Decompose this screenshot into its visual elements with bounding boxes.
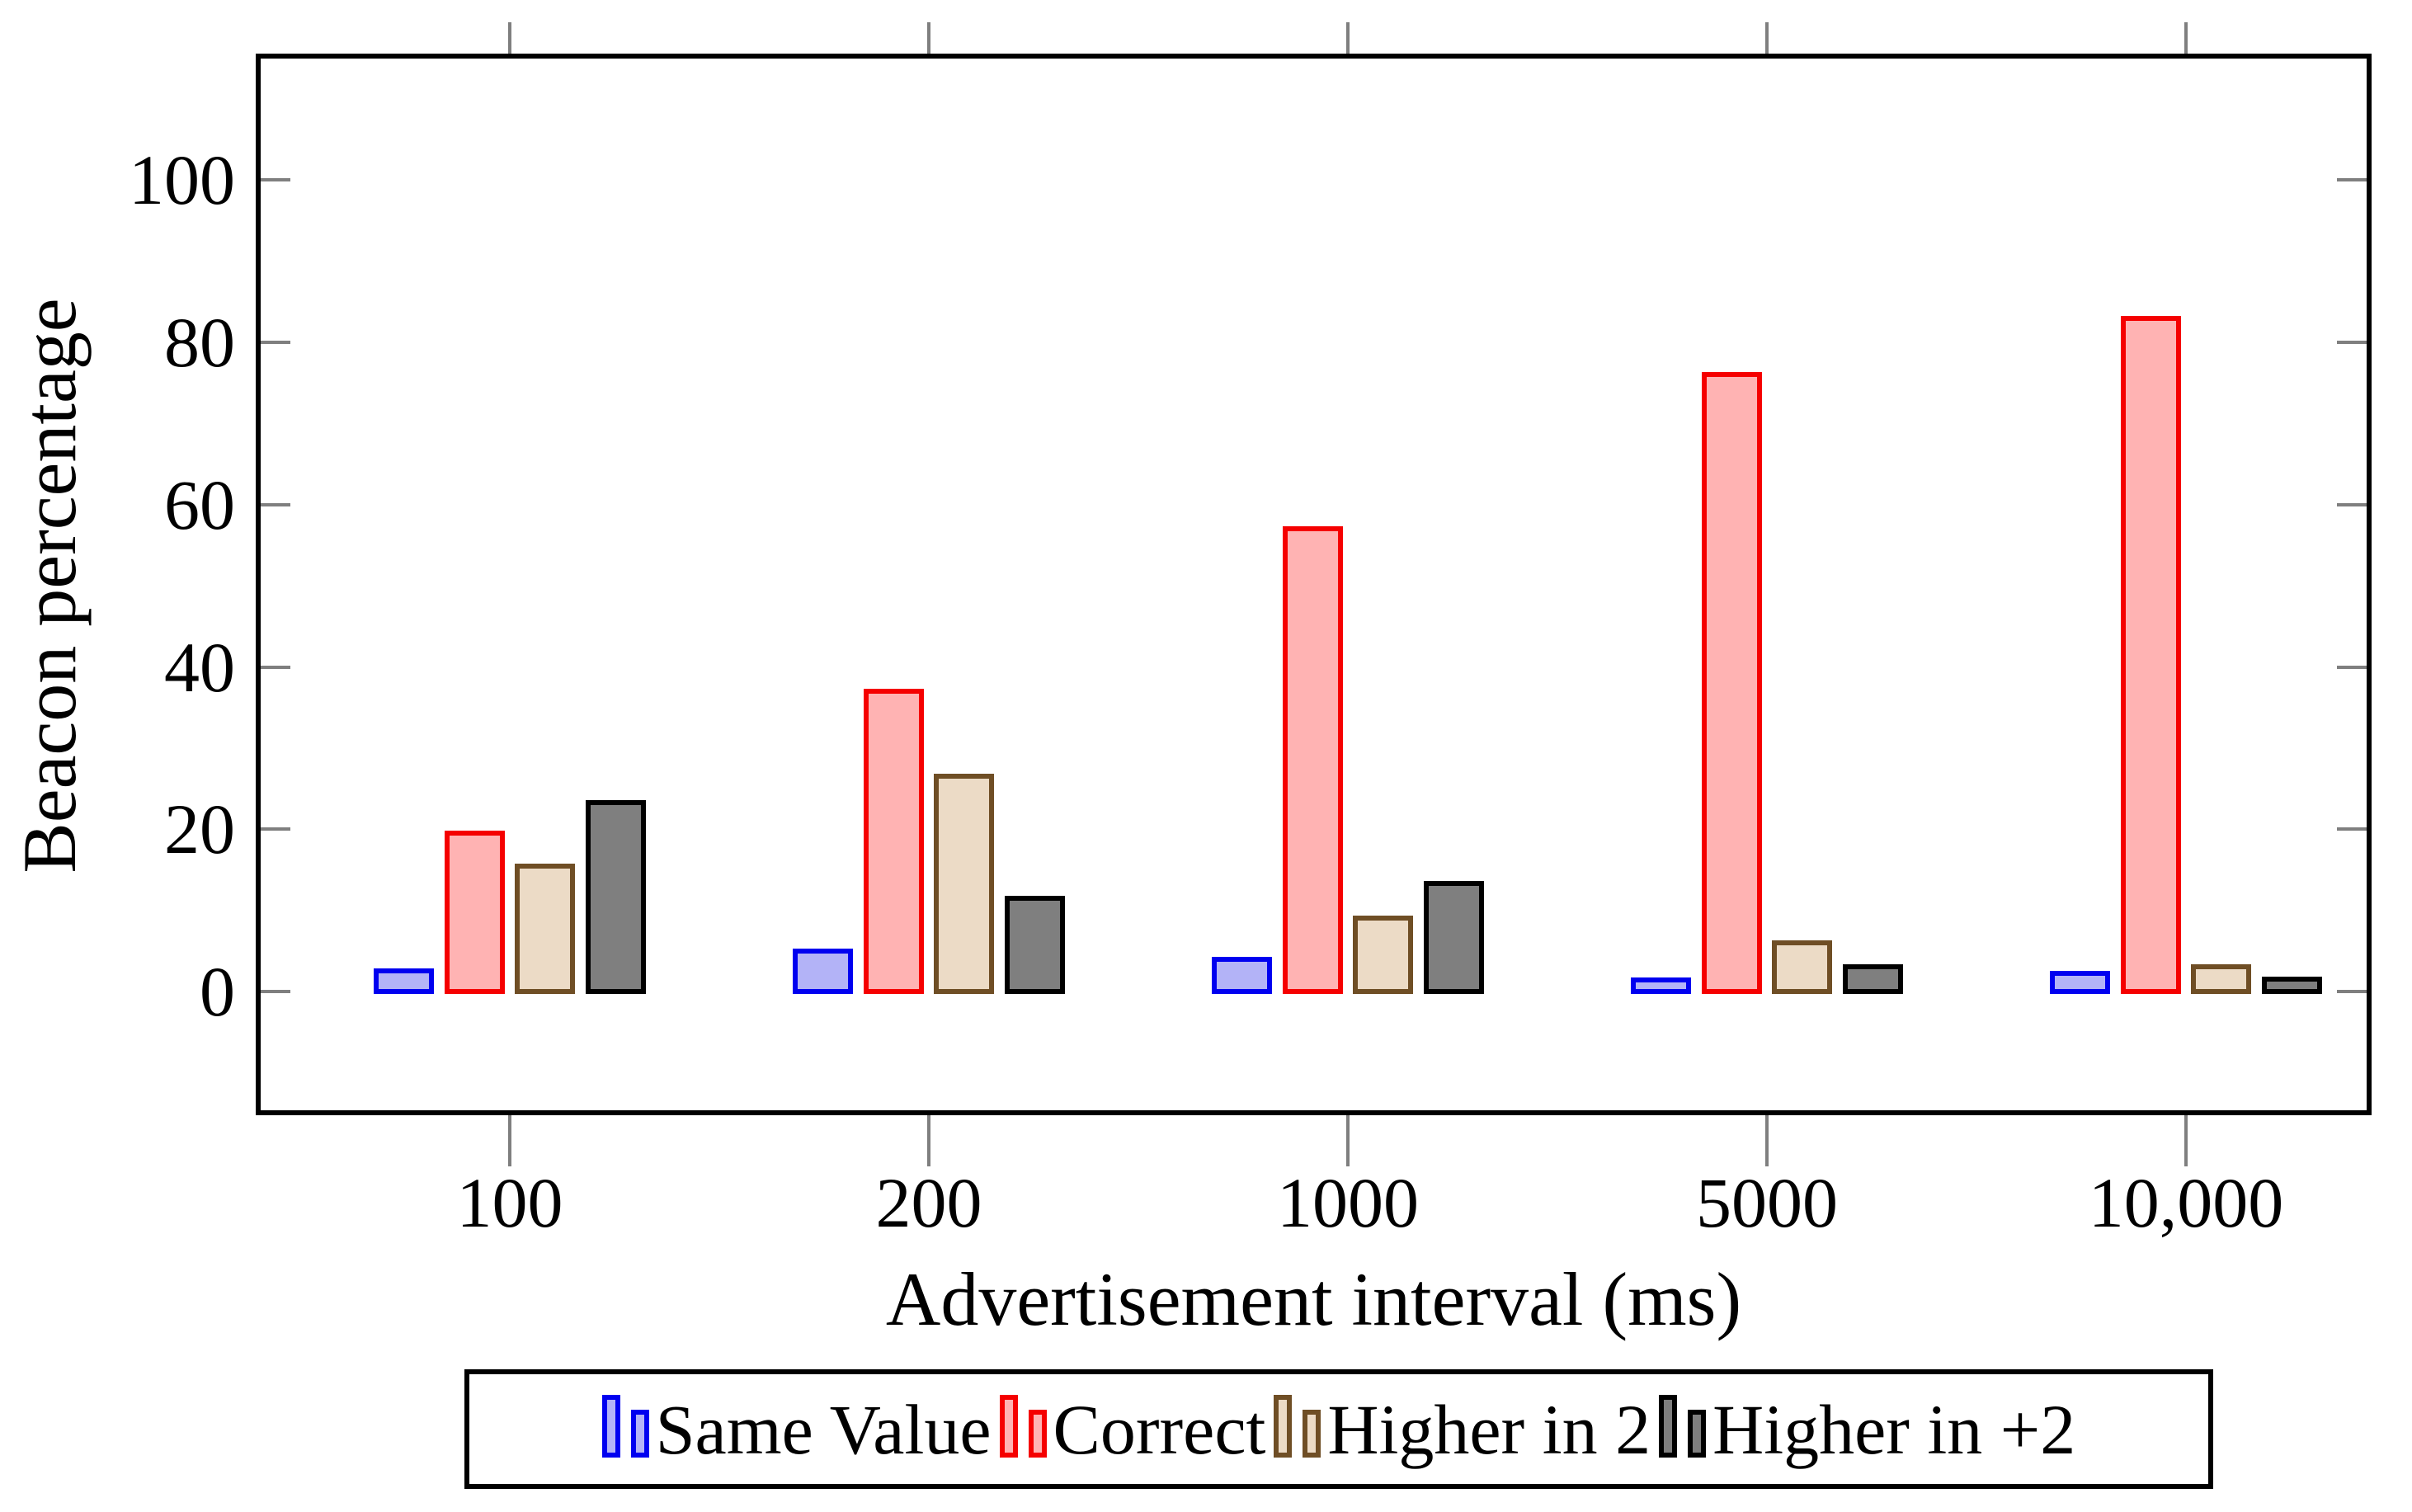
x-tick-top bbox=[2184, 22, 2188, 54]
x-tick-top bbox=[927, 22, 930, 54]
bar-correct-200 bbox=[863, 689, 924, 994]
y-tick-left bbox=[261, 178, 290, 182]
x-tick-bottom bbox=[2184, 1115, 2188, 1166]
x-tick-label: 100 bbox=[456, 1163, 563, 1242]
bar-higher-in-2-1000 bbox=[1423, 881, 1484, 994]
bar-higher-in-2-200 bbox=[934, 774, 995, 994]
legend-swatch-bar bbox=[601, 1394, 620, 1458]
y-tick-left bbox=[261, 827, 290, 831]
legend-label: Higher in 2 bbox=[1327, 1389, 1651, 1469]
y-tick-right bbox=[2337, 665, 2367, 669]
legend-entry: Same Value bbox=[601, 1384, 992, 1475]
legend-label: Higher in +2 bbox=[1712, 1389, 2076, 1469]
x-axis-label: Advertisement interval (ms) bbox=[885, 1257, 1742, 1341]
legend-swatch-bar bbox=[999, 1394, 1018, 1458]
y-tick-label: 80 bbox=[164, 303, 235, 383]
y-tick-label: 0 bbox=[200, 952, 235, 1031]
x-tick-bottom bbox=[1346, 1115, 1350, 1166]
bar-correct-1000 bbox=[1282, 526, 1343, 994]
y-tick-left bbox=[261, 990, 290, 993]
bar-correct-10,000 bbox=[2120, 315, 2181, 994]
legend-swatch-bar bbox=[1028, 1409, 1047, 1458]
bar-higher-in-2-100 bbox=[585, 799, 646, 994]
y-tick-left bbox=[261, 665, 290, 669]
legend-entry: Higher in +2 bbox=[1659, 1384, 2075, 1475]
y-tick-label: 40 bbox=[164, 627, 235, 707]
y-tick-right bbox=[2337, 990, 2367, 993]
legend-label: Same Value bbox=[655, 1389, 992, 1469]
bar-higher-in-2-10,000 bbox=[2191, 964, 2252, 994]
y-tick-right bbox=[2337, 341, 2367, 345]
y-tick-label: 60 bbox=[164, 464, 235, 544]
bar-correct-100 bbox=[444, 831, 505, 994]
bar-same-value-100 bbox=[374, 968, 435, 994]
bar-same-value-200 bbox=[793, 948, 854, 994]
x-tick-top bbox=[1346, 22, 1350, 54]
y-tick-right bbox=[2337, 502, 2367, 506]
bar-higher-in-2-1000 bbox=[1353, 916, 1414, 994]
bar-correct-5000 bbox=[1701, 372, 1762, 994]
x-tick-bottom bbox=[927, 1115, 930, 1166]
x-tick-bottom bbox=[1765, 1115, 1769, 1166]
y-tick-label: 100 bbox=[129, 140, 235, 220]
x-tick-label: 10,000 bbox=[2088, 1163, 2284, 1242]
y-tick-left bbox=[261, 502, 290, 506]
legend-swatch-icon bbox=[1659, 1394, 1707, 1458]
legend-swatch-bar bbox=[1274, 1394, 1293, 1458]
bar-higher-in-2-10,000 bbox=[2261, 977, 2322, 994]
legend-swatch-bar bbox=[1303, 1409, 1321, 1458]
legend-label: Correct bbox=[1053, 1389, 1266, 1469]
x-tick-label: 5000 bbox=[1696, 1163, 1838, 1242]
legend-swatch-icon bbox=[601, 1394, 649, 1458]
bar-same-value-1000 bbox=[1212, 956, 1273, 994]
legend-swatch-icon bbox=[1274, 1394, 1321, 1458]
x-tick-label: 200 bbox=[875, 1163, 982, 1242]
x-tick-top bbox=[508, 22, 511, 54]
legend-swatch-bar bbox=[1688, 1409, 1707, 1458]
x-tick-top bbox=[1765, 22, 1769, 54]
legend-swatch-bar bbox=[1659, 1394, 1678, 1458]
bar-higher-in-2-5000 bbox=[1842, 964, 1903, 994]
bar-higher-in-2-200 bbox=[1004, 895, 1065, 994]
legend-entry: Higher in 2 bbox=[1274, 1384, 1651, 1475]
y-tick-label: 20 bbox=[164, 789, 235, 869]
y-tick-left bbox=[261, 341, 290, 345]
x-tick-label: 1000 bbox=[1277, 1163, 1419, 1242]
y-tick-right bbox=[2337, 827, 2367, 831]
bar-higher-in-2-5000 bbox=[1772, 940, 1833, 994]
legend-entry: Correct bbox=[999, 1384, 1266, 1475]
legend-swatch-icon bbox=[999, 1394, 1047, 1458]
x-tick-bottom bbox=[508, 1115, 511, 1166]
bar-same-value-5000 bbox=[1631, 977, 1692, 994]
legend-swatch-bar bbox=[630, 1409, 649, 1458]
legend: Same Value Correct Higher in 2 Higher in +2 bbox=[464, 1369, 2213, 1489]
y-tick-right bbox=[2337, 178, 2367, 182]
bar-higher-in-2-100 bbox=[515, 863, 576, 994]
bar-same-value-10,000 bbox=[2050, 971, 2111, 994]
